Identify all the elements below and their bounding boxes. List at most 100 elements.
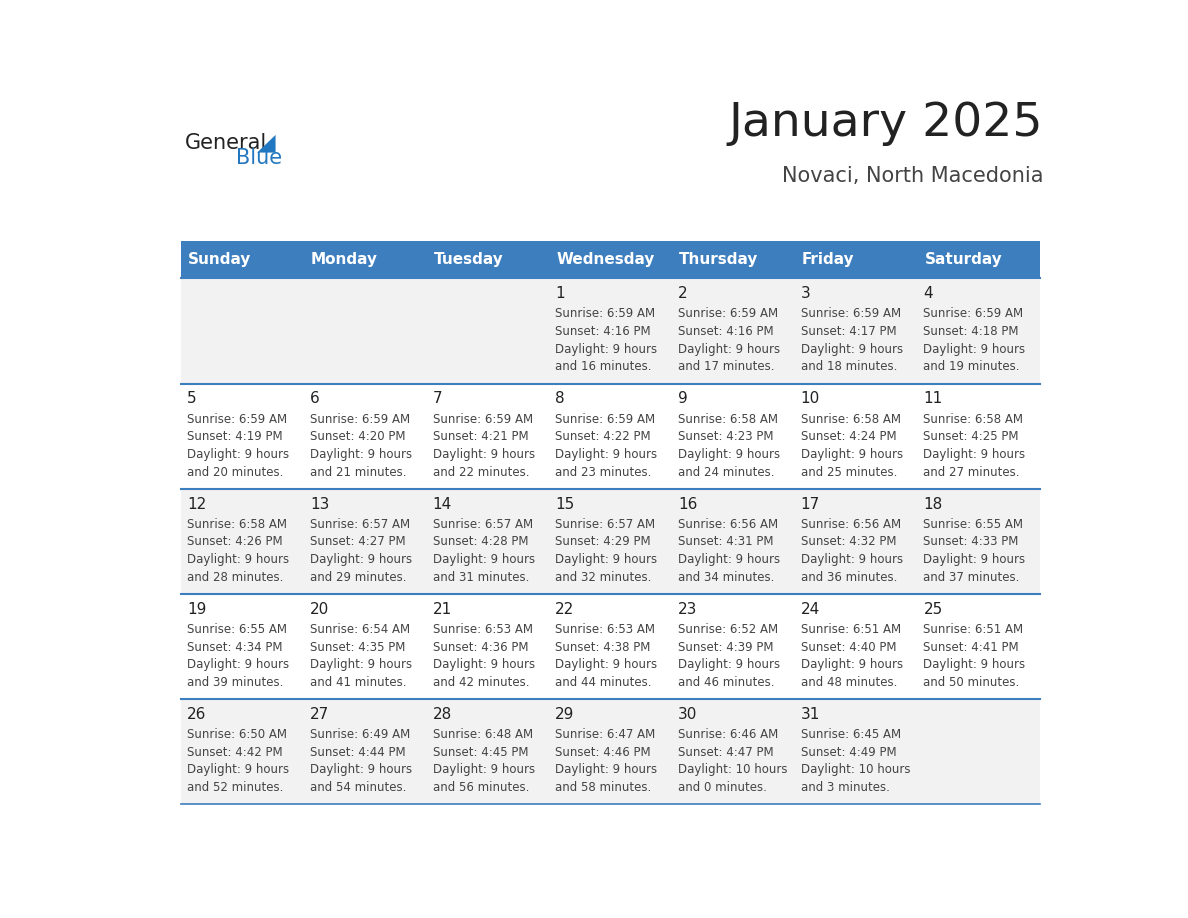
Text: Sunrise: 6:57 AM: Sunrise: 6:57 AM: [432, 518, 532, 531]
Text: 27: 27: [310, 707, 329, 722]
Text: Daylight: 10 hours: Daylight: 10 hours: [678, 764, 788, 777]
Text: Sunset: 4:22 PM: Sunset: 4:22 PM: [555, 431, 651, 443]
Text: and 25 minutes.: and 25 minutes.: [801, 465, 897, 478]
Text: Daylight: 10 hours: Daylight: 10 hours: [801, 764, 910, 777]
Bar: [181, 278, 1040, 384]
Text: Daylight: 9 hours: Daylight: 9 hours: [188, 764, 290, 777]
Text: Sunset: 4:35 PM: Sunset: 4:35 PM: [310, 641, 405, 654]
Bar: [181, 594, 1040, 700]
Text: and 44 minutes.: and 44 minutes.: [555, 676, 652, 688]
Text: Sunset: 4:17 PM: Sunset: 4:17 PM: [801, 325, 897, 338]
Text: and 50 minutes.: and 50 minutes.: [923, 676, 1019, 688]
Text: Sunset: 4:16 PM: Sunset: 4:16 PM: [678, 325, 773, 338]
Text: 13: 13: [310, 497, 329, 511]
Text: and 18 minutes.: and 18 minutes.: [801, 361, 897, 374]
Bar: [181, 384, 1040, 488]
Text: Sunrise: 6:59 AM: Sunrise: 6:59 AM: [923, 308, 1024, 320]
Text: Thursday: Thursday: [680, 252, 758, 267]
Text: Daylight: 9 hours: Daylight: 9 hours: [801, 658, 903, 671]
Text: 22: 22: [555, 601, 575, 617]
Text: Daylight: 9 hours: Daylight: 9 hours: [188, 448, 290, 461]
Text: Daylight: 9 hours: Daylight: 9 hours: [188, 553, 290, 566]
Text: 8: 8: [555, 391, 565, 407]
Text: Monday: Monday: [311, 252, 378, 267]
Text: Friday: Friday: [802, 252, 854, 267]
Text: Sunset: 4:28 PM: Sunset: 4:28 PM: [432, 535, 529, 548]
Text: Sunset: 4:47 PM: Sunset: 4:47 PM: [678, 745, 773, 759]
Text: Sunrise: 6:54 AM: Sunrise: 6:54 AM: [310, 623, 410, 636]
Text: 18: 18: [923, 497, 943, 511]
Text: Daylight: 9 hours: Daylight: 9 hours: [923, 553, 1025, 566]
Text: Sunset: 4:42 PM: Sunset: 4:42 PM: [188, 745, 283, 759]
Text: Blue: Blue: [236, 148, 282, 168]
Text: Daylight: 9 hours: Daylight: 9 hours: [678, 342, 781, 355]
Text: Sunrise: 6:59 AM: Sunrise: 6:59 AM: [678, 308, 778, 320]
Text: Sunrise: 6:58 AM: Sunrise: 6:58 AM: [678, 412, 778, 426]
Text: Sunrise: 6:59 AM: Sunrise: 6:59 AM: [310, 412, 410, 426]
Text: 9: 9: [678, 391, 688, 407]
Text: Sunrise: 6:51 AM: Sunrise: 6:51 AM: [923, 623, 1024, 636]
Text: 16: 16: [678, 497, 697, 511]
Text: Sunrise: 6:59 AM: Sunrise: 6:59 AM: [188, 412, 287, 426]
Text: Daylight: 9 hours: Daylight: 9 hours: [923, 342, 1025, 355]
Text: and 28 minutes.: and 28 minutes.: [188, 571, 284, 584]
Text: and 19 minutes.: and 19 minutes.: [923, 361, 1020, 374]
Text: 17: 17: [801, 497, 820, 511]
Text: January 2025: January 2025: [729, 100, 1043, 145]
Text: Daylight: 9 hours: Daylight: 9 hours: [801, 448, 903, 461]
Text: Sunset: 4:40 PM: Sunset: 4:40 PM: [801, 641, 896, 654]
Text: Sunset: 4:39 PM: Sunset: 4:39 PM: [678, 641, 773, 654]
Text: Daylight: 9 hours: Daylight: 9 hours: [555, 553, 657, 566]
Text: Sunrise: 6:58 AM: Sunrise: 6:58 AM: [801, 412, 901, 426]
Text: and 3 minutes.: and 3 minutes.: [801, 781, 890, 794]
Text: Wednesday: Wednesday: [556, 252, 655, 267]
Text: Sunrise: 6:57 AM: Sunrise: 6:57 AM: [310, 518, 410, 531]
Text: Sunrise: 6:59 AM: Sunrise: 6:59 AM: [555, 412, 656, 426]
Text: Daylight: 9 hours: Daylight: 9 hours: [432, 448, 535, 461]
Text: Sunrise: 6:58 AM: Sunrise: 6:58 AM: [923, 412, 1024, 426]
Text: Sunset: 4:21 PM: Sunset: 4:21 PM: [432, 431, 529, 443]
Text: Sunset: 4:38 PM: Sunset: 4:38 PM: [555, 641, 651, 654]
Text: and 39 minutes.: and 39 minutes.: [188, 676, 284, 688]
Text: Sunrise: 6:58 AM: Sunrise: 6:58 AM: [188, 518, 287, 531]
Text: and 16 minutes.: and 16 minutes.: [555, 361, 652, 374]
Text: Daylight: 9 hours: Daylight: 9 hours: [801, 553, 903, 566]
Text: Sunset: 4:36 PM: Sunset: 4:36 PM: [432, 641, 529, 654]
Text: Sunset: 4:24 PM: Sunset: 4:24 PM: [801, 431, 897, 443]
Text: and 34 minutes.: and 34 minutes.: [678, 571, 775, 584]
Text: Sunrise: 6:45 AM: Sunrise: 6:45 AM: [801, 728, 901, 741]
Text: and 58 minutes.: and 58 minutes.: [555, 781, 651, 794]
Text: and 22 minutes.: and 22 minutes.: [432, 465, 529, 478]
Text: Sunset: 4:26 PM: Sunset: 4:26 PM: [188, 535, 283, 548]
Text: Daylight: 9 hours: Daylight: 9 hours: [188, 658, 290, 671]
Text: Daylight: 9 hours: Daylight: 9 hours: [801, 342, 903, 355]
Text: Daylight: 9 hours: Daylight: 9 hours: [555, 764, 657, 777]
Text: and 27 minutes.: and 27 minutes.: [923, 465, 1020, 478]
Text: Sunset: 4:20 PM: Sunset: 4:20 PM: [310, 431, 405, 443]
Text: Sunrise: 6:53 AM: Sunrise: 6:53 AM: [432, 623, 532, 636]
Text: Novaci, North Macedonia: Novaci, North Macedonia: [782, 166, 1043, 185]
Text: 31: 31: [801, 707, 820, 722]
Text: and 56 minutes.: and 56 minutes.: [432, 781, 529, 794]
Text: Sunrise: 6:56 AM: Sunrise: 6:56 AM: [801, 518, 901, 531]
Text: 20: 20: [310, 601, 329, 617]
Text: Daylight: 9 hours: Daylight: 9 hours: [678, 448, 781, 461]
Text: Sunrise: 6:55 AM: Sunrise: 6:55 AM: [188, 623, 287, 636]
Text: 10: 10: [801, 391, 820, 407]
Text: Sunrise: 6:46 AM: Sunrise: 6:46 AM: [678, 728, 778, 741]
Text: and 54 minutes.: and 54 minutes.: [310, 781, 406, 794]
Text: and 36 minutes.: and 36 minutes.: [801, 571, 897, 584]
Text: and 32 minutes.: and 32 minutes.: [555, 571, 652, 584]
Text: Daylight: 9 hours: Daylight: 9 hours: [432, 553, 535, 566]
Text: 21: 21: [432, 601, 451, 617]
Text: Sunset: 4:31 PM: Sunset: 4:31 PM: [678, 535, 773, 548]
Text: Daylight: 9 hours: Daylight: 9 hours: [432, 764, 535, 777]
Text: and 0 minutes.: and 0 minutes.: [678, 781, 767, 794]
Text: 4: 4: [923, 286, 933, 301]
Text: Daylight: 9 hours: Daylight: 9 hours: [310, 553, 412, 566]
Text: 1: 1: [555, 286, 565, 301]
Text: 28: 28: [432, 707, 451, 722]
Text: Sunrise: 6:53 AM: Sunrise: 6:53 AM: [555, 623, 656, 636]
Text: Sunrise: 6:59 AM: Sunrise: 6:59 AM: [801, 308, 901, 320]
Text: and 41 minutes.: and 41 minutes.: [310, 676, 406, 688]
